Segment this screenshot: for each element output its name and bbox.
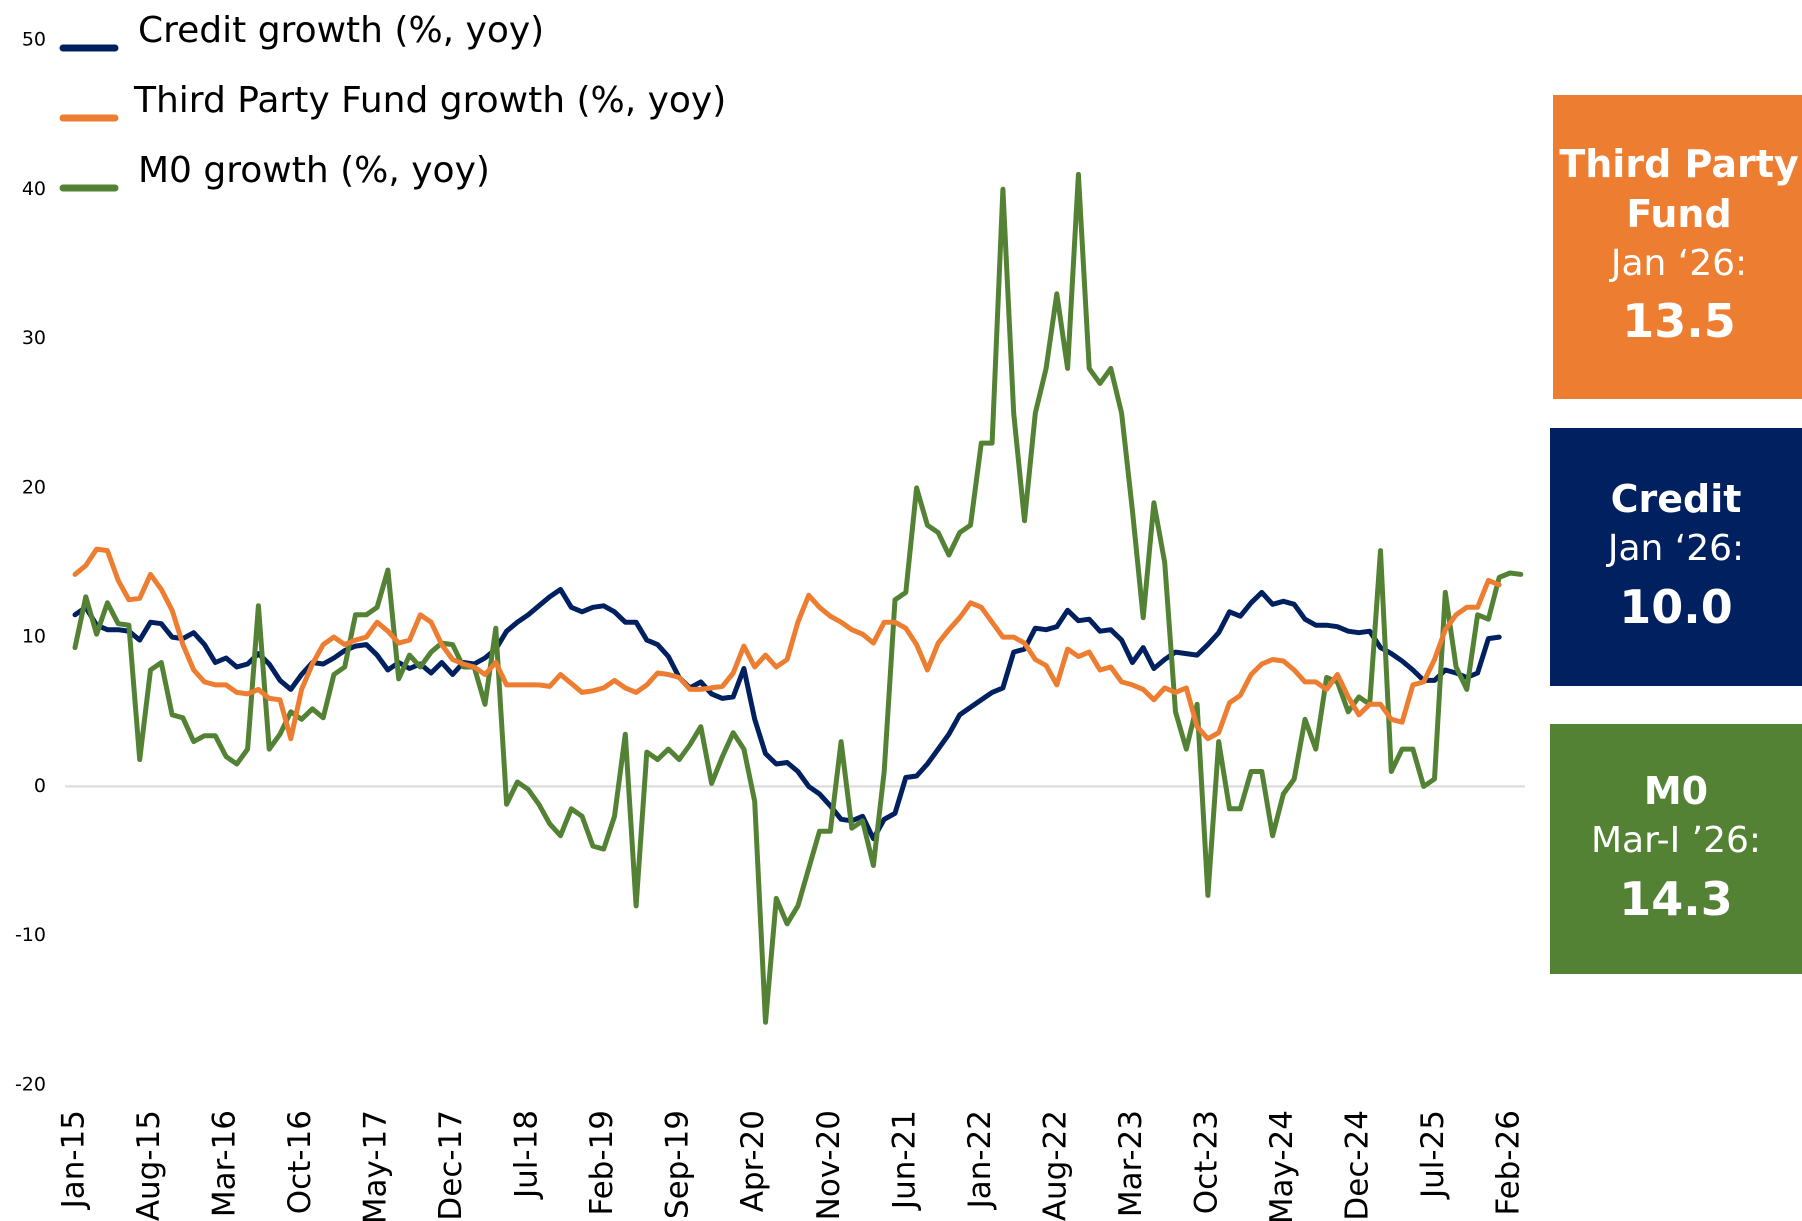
x-tick-label: Apr-20 [735,1110,771,1212]
box-title: M0 [1643,768,1709,813]
x-tick-label: Jul-25 [1415,1110,1451,1200]
x-tick-label: Jun-21 [886,1110,922,1211]
x-tick-label: Mar-16 [207,1110,243,1217]
summary-box: M0 Mar-I ’26: 14.3 [1550,724,1802,974]
box-period: Jan ‘26: [1610,243,1748,284]
x-tick-label: Nov-20 [811,1110,847,1220]
box-value: 10.0 [1619,579,1733,634]
y-tick-label: 40 [22,178,46,200]
x-tick-label: Jan-15 [56,1110,92,1210]
x-tick-label: Mar-23 [1113,1110,1149,1217]
x-tick-label: Feb-19 [584,1110,620,1216]
y-tick-label: 0 [34,775,46,797]
x-tick-label: Feb-26 [1491,1110,1527,1216]
y-tick-label: 20 [22,476,46,498]
x-tick-label: Dec-17 [433,1110,469,1221]
box-title: Credit [1610,476,1742,521]
x-tick-label: Jul-18 [509,1110,545,1200]
x-tick-label: Oct-16 [282,1110,318,1214]
legend-label: Third Party Fund growth (%, yoy) [133,80,726,121]
summary-box: Credit Jan ‘26: 10.0 [1550,428,1802,686]
y-tick-label: -20 [15,1074,46,1096]
series-line [72,546,1502,742]
y-tick-label: 30 [22,327,46,349]
y-tick-label: -10 [15,924,46,946]
x-tick-label: Jan-22 [962,1110,998,1210]
x-tick-label: Sep-19 [660,1110,696,1219]
legend-label: M0 growth (%, yoy) [138,150,490,191]
box-value: 14.3 [1619,871,1733,926]
series-line [72,171,1524,1025]
summary-box: Third Party Fund Jan ‘26: 13.5 [1553,95,1802,399]
x-tick-label: Aug-22 [1037,1110,1073,1221]
y-tick-label: 10 [22,626,46,648]
y-tick-label: 50 [22,29,46,51]
box-period: Mar-I ’26: [1590,820,1762,862]
box-title: Third Party Fund [1559,142,1799,236]
box-period: Jan ‘26: [1607,528,1745,570]
x-tick-label: Dec-24 [1339,1110,1375,1221]
x-tick-label: May-17 [358,1110,394,1221]
x-tick-label: Oct-23 [1188,1110,1224,1214]
legend-label: Credit growth (%, yoy) [138,10,544,51]
x-tick-label: May-24 [1264,1110,1300,1221]
box-value: 13.5 [1622,294,1736,349]
x-tick-label: Aug-15 [131,1110,167,1221]
